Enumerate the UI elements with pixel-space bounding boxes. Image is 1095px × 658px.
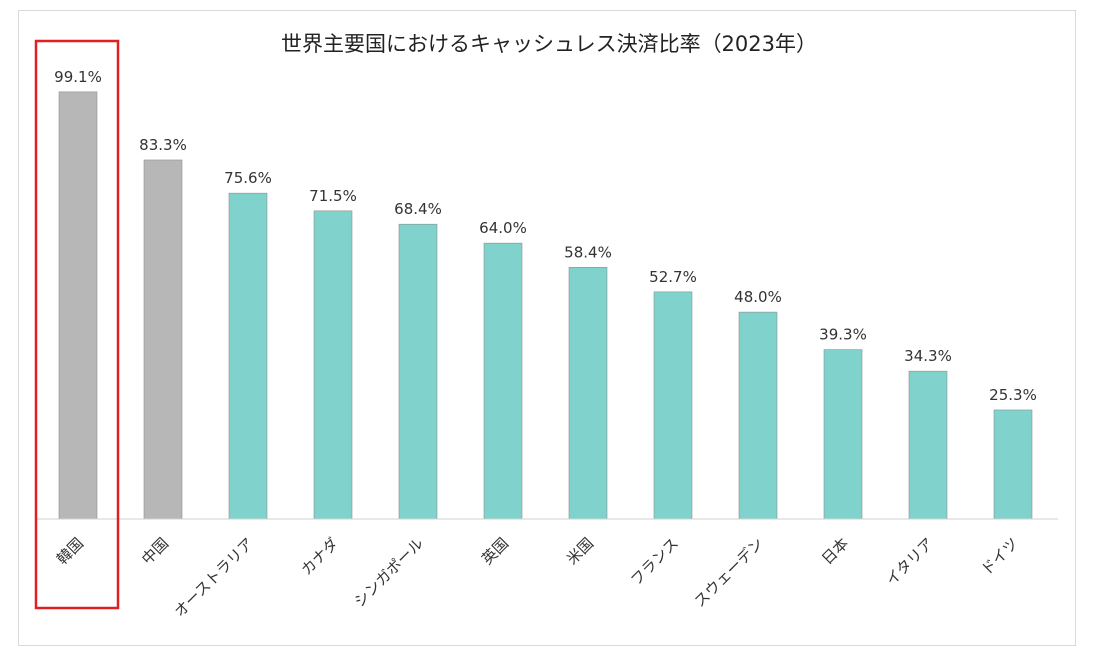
category-label-11: ドイツ: [977, 534, 1022, 579]
value-label-6: 58.4%: [564, 243, 612, 261]
value-label-5: 64.0%: [479, 219, 527, 237]
bar-3: [313, 210, 353, 520]
category-label-0: 韓国: [53, 534, 87, 568]
bar-6: [568, 266, 608, 520]
value-label-10: 34.3%: [904, 347, 952, 365]
bar-0: [58, 91, 98, 520]
chart-title: 世界主要国におけるキャッシュレス決済比率（2023年）: [281, 32, 817, 56]
value-label-7: 52.7%: [649, 268, 697, 286]
value-label-9: 39.3%: [819, 326, 867, 344]
bars-layer: [58, 91, 1033, 520]
bar-7: [653, 291, 693, 520]
value-label-0: 99.1%: [54, 68, 102, 86]
bar-9: [823, 349, 863, 520]
category-label-8: スウェーデン: [691, 534, 767, 610]
value-label-3: 71.5%: [309, 187, 357, 205]
bar-2: [228, 192, 268, 520]
chart-frame: [18, 10, 1076, 646]
value-label-11: 25.3%: [989, 386, 1037, 404]
bar-5: [483, 242, 523, 520]
bar-11: [993, 409, 1033, 520]
category-label-4: シンガポール: [351, 534, 427, 610]
value-labels-layer: 99.1% 83.3% 75.6% 71.5% 68.4% 64.0% 58.4% 52.7%…: [54, 68, 1037, 404]
value-label-4: 68.4%: [394, 200, 442, 218]
category-label-9: 日本: [818, 534, 852, 568]
value-label-8: 48.0%: [734, 288, 782, 306]
bar-4: [398, 223, 438, 520]
category-label-10: イタリア: [882, 534, 937, 589]
bar-1: [143, 159, 183, 520]
bar-10: [908, 370, 948, 520]
category-label-1: 中国: [138, 534, 172, 568]
category-label-6: 米国: [563, 534, 597, 568]
value-label-2: 75.6%: [224, 169, 272, 187]
category-label-5: 英国: [478, 534, 512, 568]
category-label-3: カナダ: [297, 534, 342, 579]
bar-8: [738, 311, 778, 520]
category-label-7: フランス: [627, 534, 682, 589]
highlight-box: [34, 39, 120, 610]
category-label-2: オーストラリア: [171, 534, 257, 620]
value-label-1: 83.3%: [139, 136, 187, 154]
